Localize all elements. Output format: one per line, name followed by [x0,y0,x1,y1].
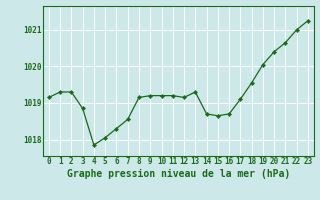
X-axis label: Graphe pression niveau de la mer (hPa): Graphe pression niveau de la mer (hPa) [67,169,290,179]
